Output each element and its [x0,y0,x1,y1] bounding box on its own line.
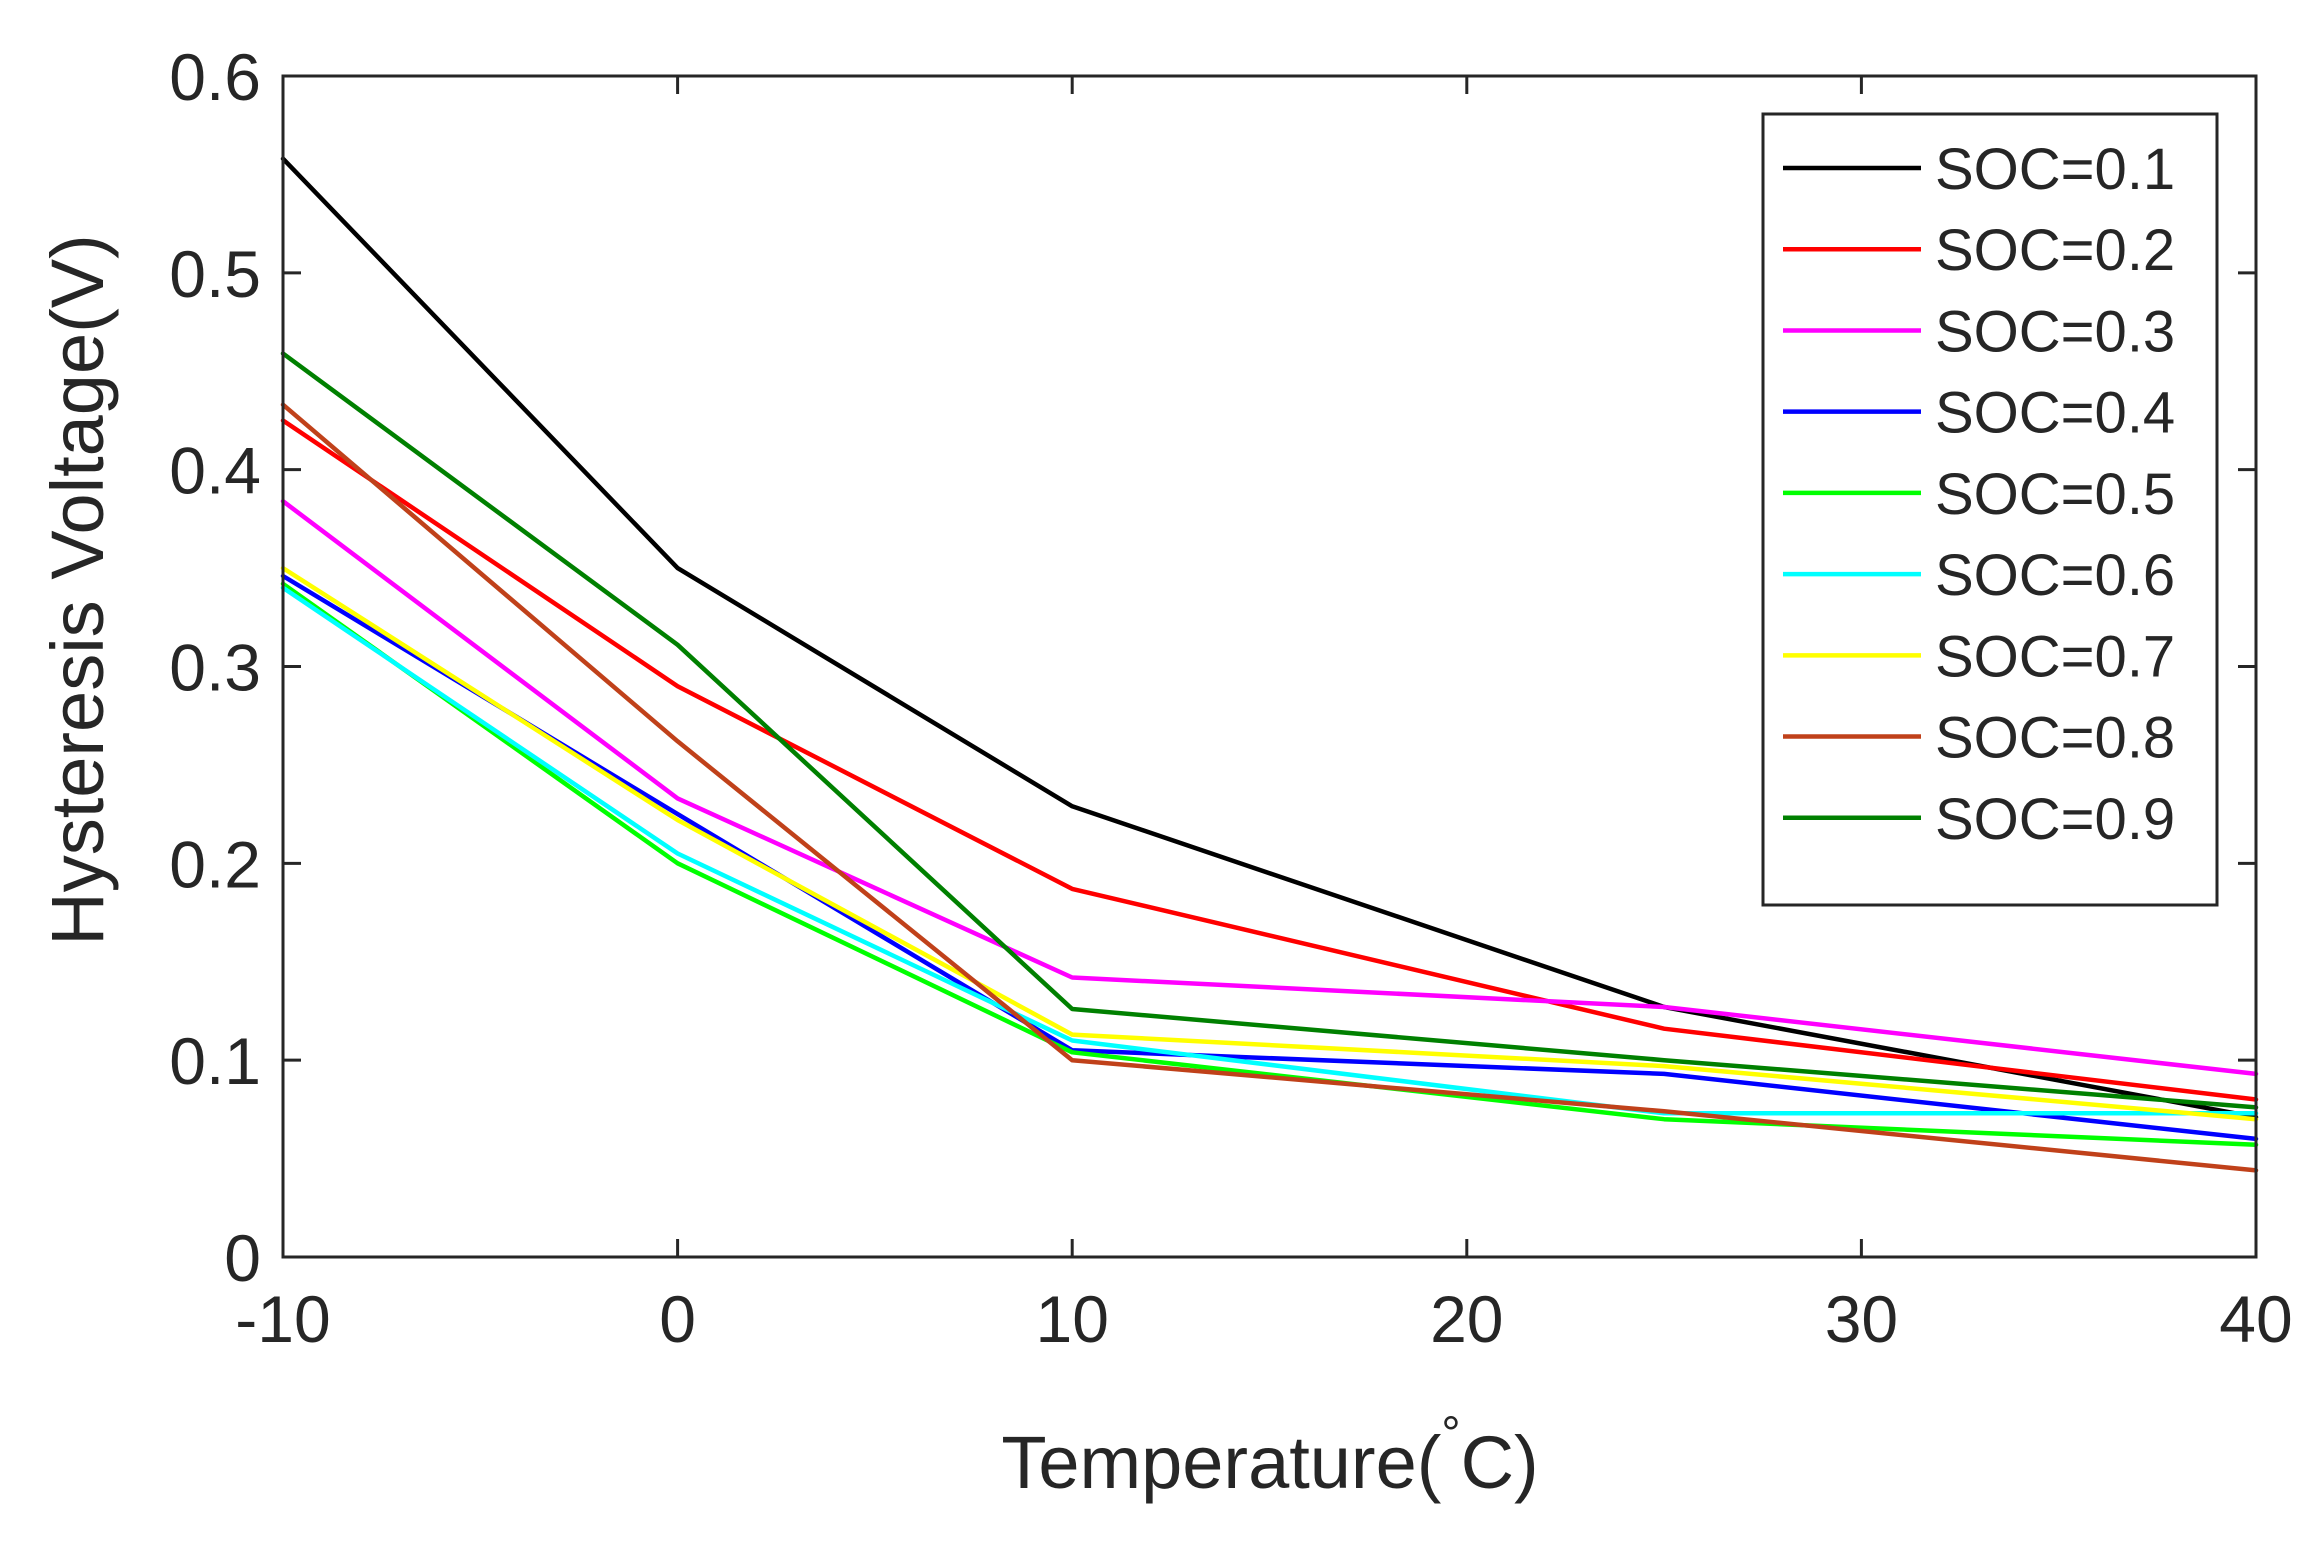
legend-label: SOC=0.9 [1935,787,2175,852]
y-tick-label: 0.3 [169,631,261,705]
legend-label: SOC=0.5 [1935,462,2175,527]
x-tick-label: 10 [1035,1282,1108,1356]
series-line-soc-0-2 [280,418,2259,1102]
x-axis-title: Temperature(°C) [1001,1408,1538,1504]
series-line-soc-0-6 [280,585,2259,1116]
y-tick-label: 0.2 [169,827,261,901]
series-line-soc-0-1 [280,156,2259,1120]
y-tick-label: 0.1 [169,1024,261,1098]
legend-label: SOC=0.2 [1935,218,2175,283]
series-line-soc-0-3 [280,498,2259,1077]
y-axis-ticks: 0 0.1 0.2 0.3 0.4 0.5 0.6 [169,40,2256,1295]
series-line-soc-0-7 [280,565,2259,1122]
legend-label: SOC=0.6 [1935,543,2175,608]
x-tick-label: 30 [1825,1282,1898,1356]
y-tick-label: 0.5 [169,237,261,311]
legend-box [1761,112,2219,907]
series-line-soc-0-8 [280,402,2259,1173]
y-tick-label: 0 [224,1221,261,1295]
degree-symbol: ° [1441,1408,1460,1461]
y-axis-title: Hysteresis Voltage(V) [36,234,119,946]
legend: SOC=0.1 SOC=0.2 SOC=0.3 SOC=0.4 SOC=0.5 SOC=0… [1761,112,2219,907]
x-tick-label: -10 [235,1282,330,1356]
legend-label: SOC=0.3 [1935,299,2175,364]
series-line-soc-0-5 [280,581,2259,1148]
y-tick-label: 0.4 [169,434,261,508]
legend-label: SOC=0.8 [1935,706,2175,771]
y-tick-label: 0.6 [169,40,261,114]
legend-label: SOC=0.7 [1935,624,2175,689]
series-line-soc-0-9 [280,351,2259,1110]
legend-label: SOC=0.4 [1935,381,2175,446]
legend-label: SOC=0.1 [1935,137,2175,202]
x-tick-label: 40 [2219,1282,2292,1356]
x-axis-ticks: -10 0 10 20 30 40 [235,76,2293,1356]
x-tick-label: 20 [1430,1282,1503,1356]
series-layer [280,156,2259,1173]
x-tick-label: 0 [659,1282,696,1356]
